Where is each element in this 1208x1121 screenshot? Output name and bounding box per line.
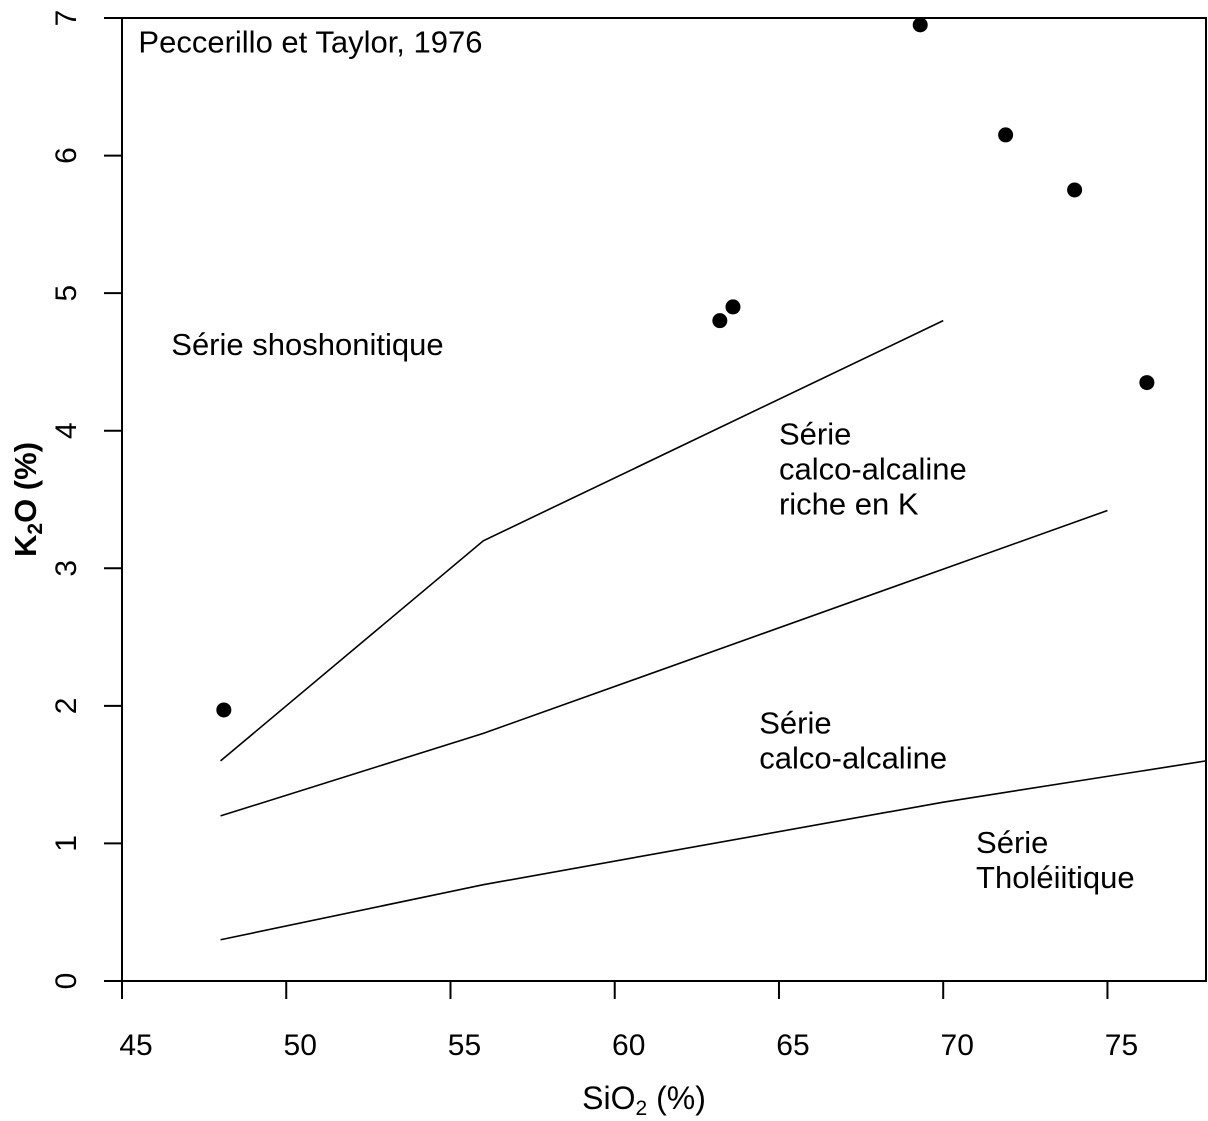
boundary-line: [220, 319, 944, 762]
x-tick-label: 70: [941, 1029, 974, 1062]
data-points: [216, 17, 1155, 718]
y-tick-label: 7: [50, 10, 83, 27]
region-label-line: calco-alcaline: [779, 451, 967, 486]
region-label-line: Série: [779, 416, 851, 451]
x-axis: 45 50 55 60 65 70 75: [119, 981, 1138, 1062]
plot-border: [121, 17, 1207, 982]
y-axis-label-subscript: 2: [24, 523, 47, 535]
x-tick-label: 50: [284, 1029, 317, 1062]
region-label: Série Tholéiitique: [976, 825, 1135, 895]
y-axis-label-main: K: [8, 534, 43, 557]
x-tick-label: 60: [612, 1029, 645, 1062]
x-axis-label-subscript: 2: [636, 1097, 648, 1120]
y-axis-label-rest: O (%): [8, 442, 43, 523]
series-boundaries: [220, 319, 1207, 941]
region-label: Série shoshonitique: [171, 327, 443, 362]
data-point: [725, 299, 741, 315]
x-tick-label: 55: [448, 1029, 481, 1062]
x-tick-label: 75: [1105, 1029, 1138, 1062]
y-tick-label: 4: [50, 422, 83, 439]
plot-frame: [121, 17, 1207, 982]
data-point: [1139, 375, 1155, 391]
region-label-line: Série: [976, 825, 1048, 860]
boundary-line: [220, 760, 1207, 941]
x-axis-label: SiO2 (%): [582, 1080, 706, 1120]
y-tick-label: 1: [50, 835, 83, 852]
data-point: [1067, 182, 1083, 198]
region-label: Série calco-alcaline: [759, 705, 947, 775]
x-axis-label-main: SiO: [582, 1080, 635, 1116]
region-label: Série calco-alcaline riche en K: [779, 416, 967, 521]
region-label-line: Tholéiitique: [976, 860, 1135, 895]
region-label-line: Série shoshonitique: [171, 327, 443, 362]
x-axis-label-unit: (%): [647, 1080, 706, 1116]
data-point: [712, 313, 728, 329]
y-tick-label: 3: [50, 560, 83, 577]
x-tick-label: 65: [776, 1029, 809, 1062]
data-point: [998, 127, 1014, 143]
y-axis: 0 1 2 3 4 5 6 7: [50, 10, 122, 990]
data-point: [216, 702, 232, 718]
y-axis-label: K2O (%): [8, 442, 47, 557]
x-tick-label: 45: [119, 1029, 152, 1062]
boundary-line: [220, 509, 1108, 817]
reference-label: Peccerillo et Taylor, 1976: [138, 24, 482, 59]
data-point: [912, 17, 928, 33]
y-tick-label: 0: [50, 973, 83, 990]
y-tick-label: 6: [50, 147, 83, 164]
region-label-line: riche en K: [779, 486, 919, 521]
y-tick-label: 2: [50, 698, 83, 715]
region-label-line: Série: [759, 705, 831, 740]
region-label-line: calco-alcaline: [759, 740, 947, 775]
y-tick-label: 5: [50, 285, 83, 302]
